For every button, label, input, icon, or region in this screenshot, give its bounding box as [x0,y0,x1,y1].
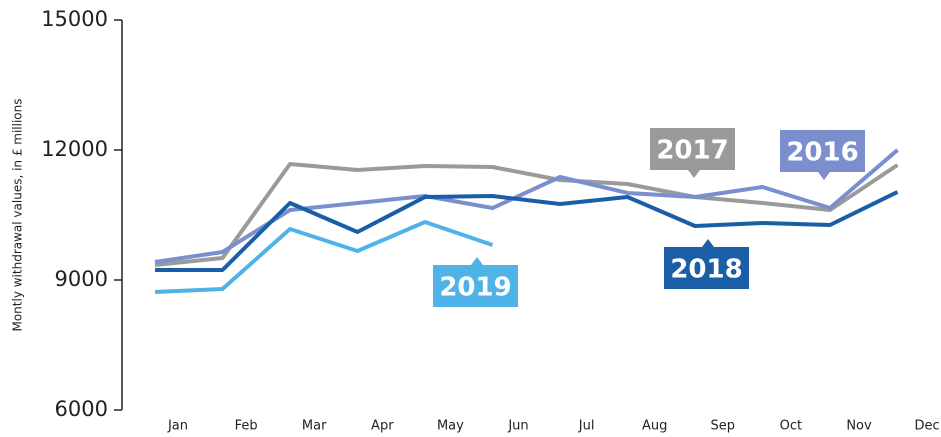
series-tag-pointer [702,239,714,247]
y-tick-label: 9000 [55,267,108,291]
x-tick-label: Nov [846,419,872,434]
x-tick-label: Aug [642,419,667,434]
series-tag-pointer [818,172,830,180]
series-tag [664,247,749,289]
series-tag [433,265,518,307]
legend-label: 2019 [439,273,511,303]
x-tick-label: Mar [302,419,327,434]
y-tick-label: 15000 [41,7,108,31]
series-line [154,161,899,267]
series-line [155,190,899,272]
series-tag-pointer [471,257,483,265]
series-line [154,148,899,264]
x-tick-label: May [437,419,464,434]
y-tick-label: 12000 [41,137,108,161]
y-axis-label: Montly withdrawal values, in £ millions [11,98,25,331]
x-tick-label: Jan [167,419,188,434]
legend-label: 2018 [670,255,742,285]
x-tick-label: Feb [235,419,258,434]
series-tag [780,130,865,172]
series-tag [650,128,735,170]
series-tag-pointer [688,170,700,178]
legend-label: 2016 [786,138,858,168]
x-tick-label: Sep [711,419,736,434]
y-tick-label: 6000 [55,397,108,421]
x-tick-label: Jul [578,419,595,434]
legend-label: 2017 [656,136,728,166]
series-line [154,220,494,295]
x-tick-label: Jun [507,419,528,434]
x-tick-label: Apr [371,419,394,434]
x-tick-label: Dec [915,419,940,434]
x-tick-label: Oct [780,419,802,434]
